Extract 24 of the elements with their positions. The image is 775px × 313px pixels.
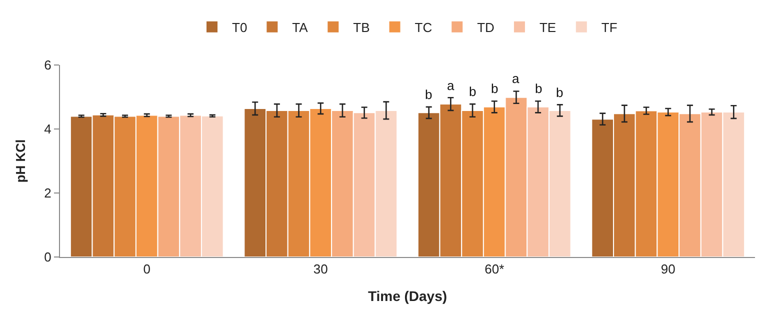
x-axis-title: Time (Days): [368, 288, 448, 304]
legend-label: TA: [292, 20, 308, 35]
data-label: b: [491, 81, 498, 96]
legend-label: TC: [414, 20, 432, 35]
data-label: a: [512, 71, 520, 86]
y-tick-label: 4: [44, 122, 52, 137]
data-label: b: [425, 87, 432, 102]
x-tick-label: 60*: [484, 262, 504, 277]
legend-label: T0: [232, 20, 248, 35]
legend-label: TB: [353, 20, 370, 35]
x-tick-label: 30: [313, 262, 328, 277]
y-tick-label: 0: [44, 250, 52, 265]
data-label: b: [535, 81, 542, 96]
legend-label: TD: [477, 20, 494, 35]
data-label: b: [556, 85, 564, 100]
x-tick-label: 90: [660, 262, 676, 277]
y-tick-label: 2: [44, 186, 52, 201]
data-label: b: [469, 84, 476, 99]
y-tick-label: 6: [44, 58, 52, 73]
x-tick-label: 0: [143, 262, 150, 277]
data-label: a: [447, 78, 455, 93]
legend-label: TE: [539, 20, 556, 35]
legend-label: TF: [601, 20, 618, 35]
y-axis-title: pH KCl: [13, 139, 28, 183]
